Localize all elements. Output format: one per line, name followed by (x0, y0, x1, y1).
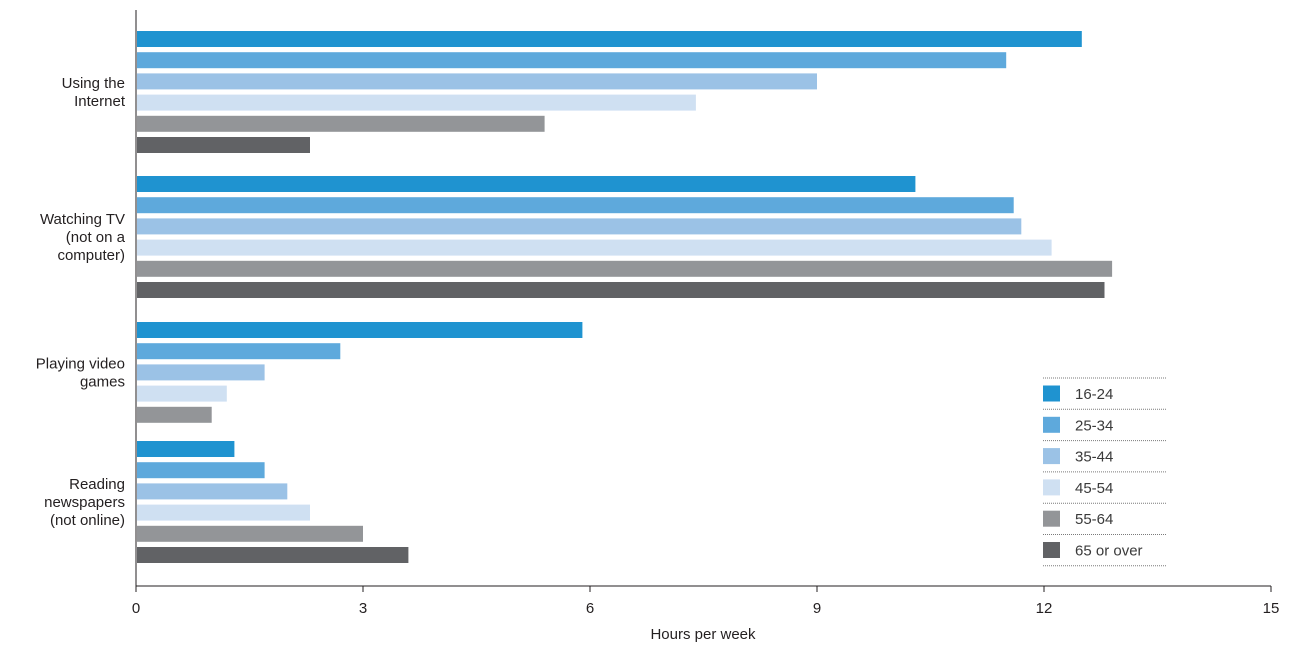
category-label-line: games (80, 373, 125, 390)
x-tick-label: 15 (1263, 600, 1280, 617)
legend-label: 65 or over (1075, 543, 1143, 560)
x-ticks: 0 3 6 9 12 15 (132, 586, 1280, 617)
bar-45-54-0 (137, 94, 696, 111)
x-tick-label: 12 (1036, 600, 1053, 617)
bar-16-24-3 (137, 441, 235, 457)
legend-label: 35-44 (1075, 449, 1113, 466)
x-tick-label: 3 (359, 600, 367, 617)
category-label: Playing video games (36, 355, 125, 390)
legend-swatch (1043, 542, 1060, 558)
category-label-line: Internet (74, 93, 126, 110)
bar-55-64-3 (137, 525, 363, 542)
bar-55-64-0 (137, 115, 545, 132)
bar-65-or-over-0 (137, 137, 310, 153)
legend-label: 45-54 (1075, 480, 1113, 497)
bar-65-or-over-3 (137, 547, 409, 563)
bar-35-44-3 (137, 483, 288, 500)
bar-16-24-1 (137, 176, 916, 192)
bar-35-44-2 (137, 364, 265, 381)
category-label-line: computer) (57, 247, 125, 264)
category-label-line: Playing video (36, 355, 125, 372)
category-label: Using the Internet (62, 75, 126, 110)
bar-55-64-1 (137, 260, 1113, 277)
legend-swatch (1043, 385, 1060, 402)
category-label: Watching TV (not on a computer) (40, 211, 126, 264)
bar-25-34-3 (137, 462, 265, 479)
category-label-line: Watching TV (40, 211, 125, 228)
legend-label: 16-24 (1075, 386, 1113, 403)
legend-swatch (1043, 448, 1060, 465)
category-label-line: Using the (62, 75, 125, 92)
category-label-line: Reading (69, 476, 125, 493)
legend-label: 55-64 (1075, 511, 1113, 528)
legend-label: 25-34 (1075, 417, 1113, 434)
category-label: Reading newspapers (not online) (44, 476, 125, 529)
x-axis-title: Hours per week (650, 626, 756, 643)
legend-swatch (1043, 510, 1060, 527)
x-tick-label: 9 (813, 600, 821, 617)
legend: 16-24 25-34 35-44 45-54 55-64 65 or over (1043, 377, 1166, 567)
bar-25-34-1 (137, 197, 1014, 214)
bar-55-64-2 (137, 406, 212, 423)
legend-swatch (1043, 479, 1060, 496)
category-labels: Using the Internet Watching TV (not on a com… (36, 75, 126, 529)
category-label-line: (not on a (66, 229, 126, 246)
bars-layer (137, 31, 1113, 563)
bar-16-24-0 (137, 31, 1082, 47)
x-tick-label: 6 (586, 600, 594, 617)
category-label-line: (not online) (50, 512, 125, 529)
category-label-line: newspapers (44, 494, 125, 511)
bar-16-24-2 (137, 322, 583, 338)
bar-45-54-1 (137, 239, 1052, 256)
bar-35-44-1 (137, 218, 1022, 235)
bar-45-54-2 (137, 385, 227, 402)
bar-25-34-2 (137, 343, 341, 360)
x-tick-label: 0 (132, 600, 140, 617)
bar-25-34-0 (137, 52, 1007, 69)
legend-swatch (1043, 416, 1060, 433)
bar-35-44-0 (137, 73, 817, 90)
bar-45-54-3 (137, 504, 310, 521)
bar-65-or-over-1 (137, 282, 1105, 298)
